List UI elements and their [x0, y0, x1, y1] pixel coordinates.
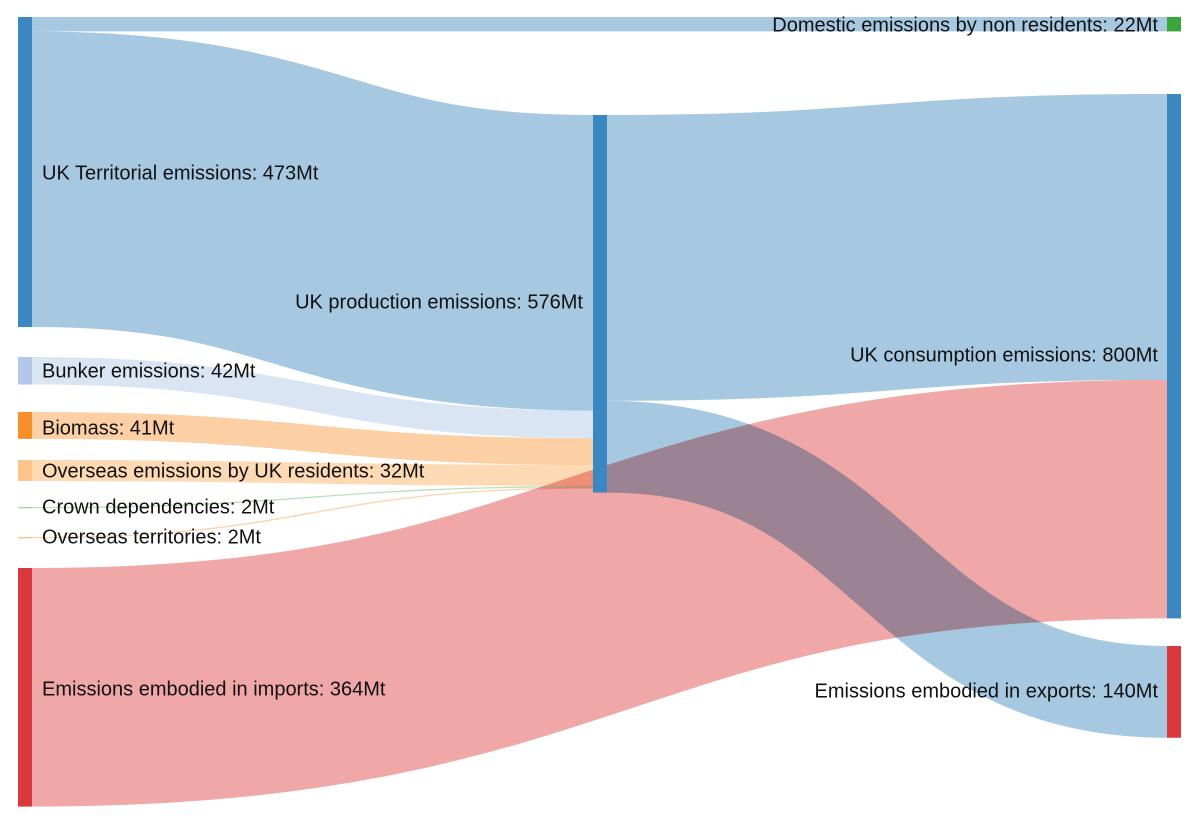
- node-territorial: [18, 17, 32, 328]
- link-crown-to-production: [31, 486, 594, 509]
- node-non-residents: [1167, 17, 1181, 32]
- link-territorial-to-production: [31, 31, 594, 411]
- label-overseas-territories: Overseas territories: 2Mt: [42, 526, 261, 548]
- sankey-labels: UK Territorial emissions: 473Mt Bunker em…: [42, 14, 1158, 702]
- node-bunker: [18, 357, 32, 385]
- node-production: [593, 115, 607, 493]
- node-exports: [1167, 646, 1181, 738]
- node-imports: [18, 568, 32, 807]
- link-imports-to-consumption: [31, 379, 1168, 807]
- link-biomass-to-production: [31, 412, 594, 466]
- label-production: UK production emissions: 576Mt: [295, 291, 583, 313]
- label-crown: Crown dependencies: 2Mt: [42, 496, 275, 518]
- label-imports: Emissions embodied in imports: 364Mt: [42, 678, 386, 700]
- sankey-links: [31, 16, 1168, 807]
- label-non-residents: Domestic emissions by non residents: 22M…: [772, 14, 1158, 36]
- label-bunker: Bunker emissions: 42Mt: [42, 360, 256, 382]
- node-biomass: [18, 412, 32, 439]
- link-overseas_territories-to-production: [31, 487, 594, 539]
- label-territorial: UK Territorial emissions: 473Mt: [42, 162, 319, 184]
- node-overseas-territories: [18, 537, 32, 539]
- link-production-to-consumption: [606, 94, 1168, 401]
- node-overseas-residents: [18, 460, 32, 481]
- label-biomass: Biomass: 41Mt: [42, 417, 175, 439]
- label-overseas-residents: Overseas emissions by UK residents: 32Mt: [42, 460, 425, 482]
- sankey-nodes: [18, 17, 1181, 807]
- node-consumption: [1167, 94, 1181, 619]
- link-overseas_residents-to-production: [31, 460, 594, 487]
- label-exports: Emissions embodied in exports: 140Mt: [815, 680, 1159, 702]
- label-consumption: UK consumption emissions: 800Mt: [850, 344, 1158, 366]
- node-crown: [18, 507, 32, 509]
- link-bunker-to-production: [31, 357, 594, 439]
